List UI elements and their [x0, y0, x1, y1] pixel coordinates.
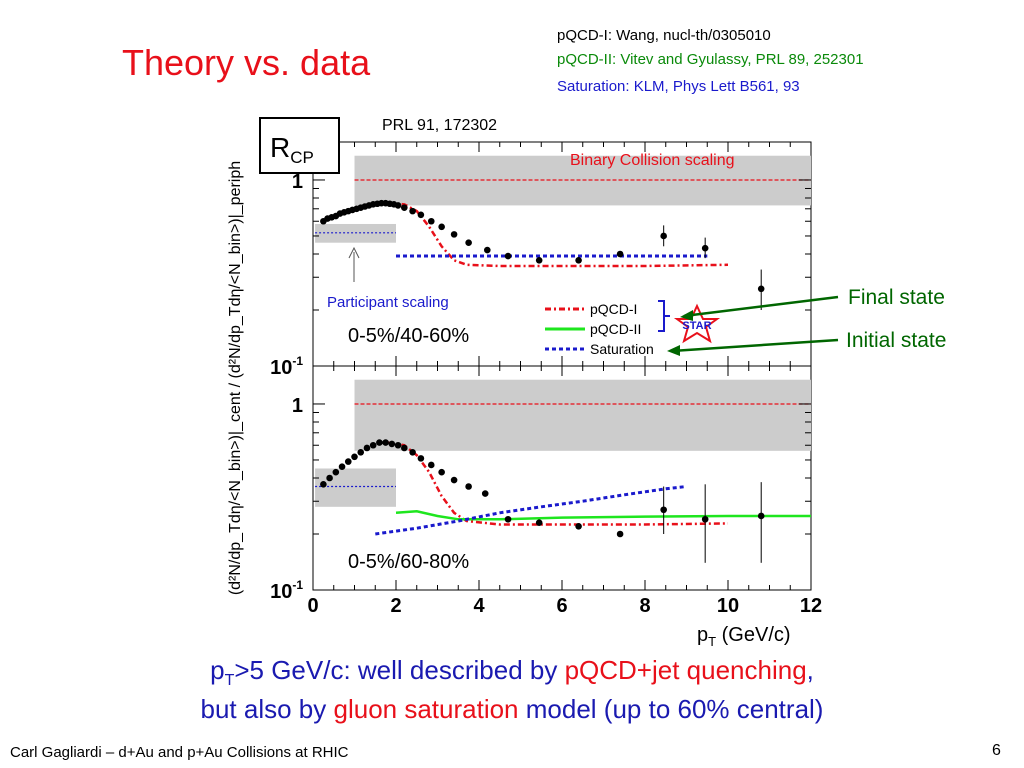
legend-saturation-label: Saturation: [590, 341, 654, 357]
bottom-data-point: [417, 455, 425, 462]
bottom-data-point: [382, 439, 389, 446]
legend-brace: [658, 300, 670, 332]
bottom-y-tick-label: 1: [292, 395, 303, 417]
legend: pQCD-I pQCD-II Saturation: [545, 300, 670, 357]
final-state-arrowhead: [680, 310, 693, 321]
participant-scaling-label: Participant scaling: [327, 294, 449, 311]
bottom-data-point: [376, 439, 383, 446]
top-data-point: [616, 250, 624, 258]
bottom-data-point: [320, 480, 327, 488]
bottom-data-point: [438, 468, 445, 476]
conclusion-line-1: pT>5 GeV/c: well described by pQCD+jet q…: [210, 655, 814, 690]
bottom-data-point: [465, 483, 472, 490]
bottom-data-point: [535, 519, 543, 527]
y-axis-label: (d²N/dp_Tdη/<N_bin>)|_cent / (d²N/dp_Tdη…: [227, 161, 244, 595]
rcp-chart: 10-1 1 0-5%/40-60% 10-1 1 0-5%/60-80% Binary C…: [227, 117, 946, 649]
paper-ref: PRL 91, 172302: [382, 117, 497, 134]
top-data-point: [409, 207, 416, 215]
binary-scaling-label: Binary Collision scaling: [570, 152, 735, 169]
x-tick-label: 10: [717, 595, 739, 617]
bottom-binary-band: [354, 379, 811, 451]
initial-state-arrowhead: [667, 345, 680, 356]
bottom-data-point: [344, 458, 352, 465]
top-data-point: [504, 252, 512, 260]
final-state-arrow: [683, 295, 839, 318]
bottom-pqcd1-curve: [387, 441, 729, 526]
top-data-point: [465, 239, 472, 247]
x-tick-label: 6: [556, 595, 567, 617]
top-data-point: [417, 211, 425, 219]
bottom-data-point: [616, 530, 624, 538]
x-tick-label: 2: [390, 595, 401, 617]
bottom-data-point: [338, 463, 346, 471]
bottom-data-point: [363, 444, 371, 452]
top-pqcd1-curve: [387, 201, 729, 268]
top-y-tick-label: 1: [292, 171, 303, 193]
initial-state-arrow: [671, 338, 839, 353]
top-data-point: [438, 223, 445, 231]
top-data-point: [575, 256, 582, 264]
footer: Carl Gagliardi – d+Au and p+Au Collision…: [10, 744, 349, 761]
bottom-data-point: [450, 476, 458, 484]
top-data-point: [660, 232, 667, 240]
bottom-participant-band: [315, 468, 396, 507]
rcp-label: RCP: [270, 132, 314, 167]
bottom-data-point: [357, 448, 365, 456]
top-data-point: [757, 285, 765, 293]
svg-text:STAR: STAR: [682, 320, 711, 332]
bottom-data-point: [701, 515, 709, 523]
participant-arrowhead: [348, 246, 360, 259]
bottom-data-point: [427, 461, 435, 469]
slide-title: Theory vs. data: [122, 42, 371, 83]
bottom-y-tick-label: 10-1: [270, 578, 303, 603]
star-logo: STAR: [673, 303, 721, 344]
legend-pqcd1-label: pQCD-I: [590, 301, 637, 317]
conclusion-line-2: but also by gluon saturation model (up t…: [200, 694, 824, 724]
bottom-data-point: [575, 522, 582, 530]
bottom-data-point: [481, 490, 489, 497]
reference-pqcd2: pQCD-II: Vitev and Gyulassy, PRL 89, 252…: [557, 51, 864, 68]
rcp-label-box: [259, 117, 340, 174]
x-tick-label: 8: [639, 595, 650, 617]
bottom-data-point: [326, 474, 333, 482]
reference-saturation: Saturation: KLM, Phys Lett B561, 93: [557, 78, 800, 95]
bottom-data-point: [332, 468, 340, 476]
top-data-point: [450, 231, 458, 238]
final-state-label: Final state: [848, 286, 945, 309]
bottom-data-point: [409, 448, 416, 456]
legend-pqcd2-label: pQCD-II: [590, 321, 641, 337]
bottom-data-point: [757, 512, 765, 520]
top-data-point: [394, 202, 402, 209]
bottom-data-point: [369, 441, 377, 449]
bottom-data-point: [504, 515, 512, 523]
top-data-point: [484, 246, 491, 254]
svg-text:(d²N/dp_Tdη/<N_bin>)|_cent / (: (d²N/dp_Tdη/<N_bin>)|_cent / (d²N/dp_Tdη…: [227, 161, 244, 595]
top-data-point: [401, 204, 408, 211]
reference-pqcd1: pQCD-I: Wang, nucl-th/0305010: [557, 27, 771, 44]
bottom-data-point: [394, 441, 402, 449]
x-tick-label: 4: [473, 595, 485, 617]
bottom-data-point: [401, 444, 408, 452]
bottom-data-point: [351, 453, 358, 461]
x-tick-label: 12: [800, 595, 822, 617]
bottom-panel-label: 0-5%/60-80%: [348, 551, 469, 573]
bottom-data-point: [388, 440, 396, 448]
top-y-tick-label: 10-1: [270, 354, 303, 379]
page-number: 6: [992, 742, 1001, 759]
initial-state-label: Initial state: [846, 329, 946, 352]
bottom-saturation-curve: [375, 485, 687, 536]
top-data-point: [535, 256, 543, 264]
bottom-pqcd2-curve: [395, 510, 811, 521]
top-data-point: [701, 244, 709, 252]
x-axis-label: pT (GeV/c): [697, 624, 791, 649]
x-tick-label: 0: [307, 595, 318, 617]
bottom-data-point: [660, 506, 667, 514]
top-panel-label: 0-5%/40-60%: [348, 325, 469, 347]
top-data-point: [427, 217, 435, 225]
